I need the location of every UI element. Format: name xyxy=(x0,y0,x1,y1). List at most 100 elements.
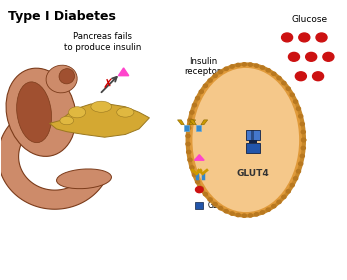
Circle shape xyxy=(313,72,324,81)
Circle shape xyxy=(213,74,217,78)
Polygon shape xyxy=(195,155,204,160)
Circle shape xyxy=(230,212,234,215)
Circle shape xyxy=(290,93,294,97)
Circle shape xyxy=(302,138,306,142)
Circle shape xyxy=(323,52,334,61)
FancyBboxPatch shape xyxy=(195,202,203,209)
Text: Insulin: Insulin xyxy=(208,153,233,162)
Text: ✗: ✗ xyxy=(103,78,113,91)
Circle shape xyxy=(306,52,317,61)
Circle shape xyxy=(299,115,303,118)
Circle shape xyxy=(192,103,196,107)
Circle shape xyxy=(187,126,191,130)
Circle shape xyxy=(195,97,200,100)
Circle shape xyxy=(218,70,222,74)
Circle shape xyxy=(213,202,217,206)
Ellipse shape xyxy=(190,66,302,214)
Ellipse shape xyxy=(6,68,76,156)
Polygon shape xyxy=(0,104,105,209)
Circle shape xyxy=(192,173,196,177)
Polygon shape xyxy=(246,143,260,153)
Text: GLUT4: GLUT4 xyxy=(208,201,232,210)
Circle shape xyxy=(208,79,212,82)
Circle shape xyxy=(260,211,264,214)
Ellipse shape xyxy=(57,169,111,189)
Circle shape xyxy=(248,63,253,66)
Circle shape xyxy=(281,33,293,42)
Circle shape xyxy=(296,170,301,173)
Circle shape xyxy=(299,162,303,165)
Ellipse shape xyxy=(91,101,111,112)
Circle shape xyxy=(301,146,305,150)
Circle shape xyxy=(299,33,310,42)
Circle shape xyxy=(296,107,301,110)
Circle shape xyxy=(300,154,304,158)
Circle shape xyxy=(236,63,240,67)
Circle shape xyxy=(316,33,327,42)
Circle shape xyxy=(266,69,270,72)
Circle shape xyxy=(260,66,264,69)
Circle shape xyxy=(190,111,194,114)
Polygon shape xyxy=(249,139,256,143)
Text: Insulin
receptor: Insulin receptor xyxy=(185,57,221,76)
Text: Glucose: Glucose xyxy=(291,15,328,24)
Circle shape xyxy=(203,193,208,196)
Ellipse shape xyxy=(68,107,86,118)
Circle shape xyxy=(272,205,276,208)
Polygon shape xyxy=(201,120,208,125)
Circle shape xyxy=(286,87,290,90)
Text: Type I Diabetes: Type I Diabetes xyxy=(8,10,116,23)
Polygon shape xyxy=(189,120,196,125)
Circle shape xyxy=(186,142,190,146)
Circle shape xyxy=(277,200,281,204)
Circle shape xyxy=(224,67,228,71)
Polygon shape xyxy=(196,125,201,131)
Circle shape xyxy=(242,63,246,66)
Circle shape xyxy=(301,130,305,134)
Ellipse shape xyxy=(17,82,52,143)
Circle shape xyxy=(254,213,259,216)
Circle shape xyxy=(195,186,203,193)
Polygon shape xyxy=(50,104,150,137)
Circle shape xyxy=(290,183,294,187)
Circle shape xyxy=(266,208,270,211)
Circle shape xyxy=(199,187,203,190)
Ellipse shape xyxy=(60,116,74,125)
Ellipse shape xyxy=(193,68,299,212)
Circle shape xyxy=(230,65,234,68)
Circle shape xyxy=(195,180,200,183)
Polygon shape xyxy=(251,130,254,139)
Text: Pancreas fails
to produce insulin: Pancreas fails to produce insulin xyxy=(64,32,142,52)
Ellipse shape xyxy=(117,108,134,117)
Circle shape xyxy=(295,72,306,81)
Polygon shape xyxy=(246,130,260,139)
Circle shape xyxy=(302,138,306,142)
Ellipse shape xyxy=(190,66,302,214)
Text: GLUT4: GLUT4 xyxy=(236,169,269,178)
Ellipse shape xyxy=(46,65,77,93)
Polygon shape xyxy=(184,125,189,131)
Ellipse shape xyxy=(186,62,306,218)
Circle shape xyxy=(300,122,304,126)
Ellipse shape xyxy=(188,64,304,216)
Circle shape xyxy=(208,198,212,201)
Polygon shape xyxy=(118,68,129,76)
Circle shape xyxy=(224,209,228,213)
Circle shape xyxy=(277,76,281,80)
Polygon shape xyxy=(189,120,196,125)
Circle shape xyxy=(288,52,299,61)
Circle shape xyxy=(254,64,259,67)
Circle shape xyxy=(188,158,192,162)
Circle shape xyxy=(282,195,286,199)
Circle shape xyxy=(187,150,191,154)
Circle shape xyxy=(248,214,253,217)
Circle shape xyxy=(218,206,222,210)
Circle shape xyxy=(236,213,240,217)
Circle shape xyxy=(190,166,194,169)
Circle shape xyxy=(188,118,192,122)
Circle shape xyxy=(242,214,246,217)
Circle shape xyxy=(272,72,276,75)
Circle shape xyxy=(203,84,208,87)
Ellipse shape xyxy=(59,69,75,84)
Circle shape xyxy=(294,100,298,103)
